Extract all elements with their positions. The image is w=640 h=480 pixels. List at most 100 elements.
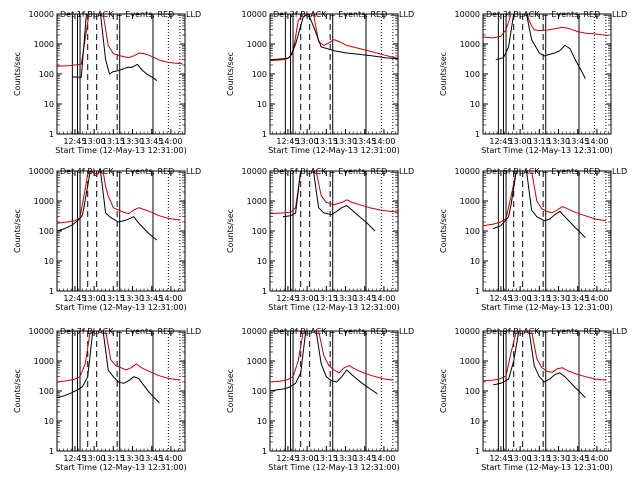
x-tick-label: 13:45 [140, 454, 163, 463]
y-tick-label: 1 [475, 447, 480, 456]
lld-series-line [483, 14, 609, 39]
y-tick-label: 1000 [460, 197, 480, 206]
y-tick-label: 10 [257, 100, 267, 109]
x-tick-label: 13:30 [121, 137, 144, 146]
y-tick-label: 10 [257, 417, 267, 426]
x-tick-label: 13:00 [83, 454, 106, 463]
events-series-line [270, 14, 398, 61]
x-tick-label: 14:00 [372, 137, 395, 146]
y-tick-label: 100 [252, 387, 267, 396]
series-group [57, 331, 180, 404]
x-tick-label: 13:30 [121, 294, 144, 303]
plot-frame [269, 330, 399, 452]
x-tick-label: 14:00 [585, 137, 608, 146]
series-group [270, 14, 398, 62]
x-tick-label: 13:15 [102, 294, 125, 303]
y-tick-label: 1000 [247, 357, 267, 366]
x-axis-label: Start Time (12-May-13 12:31:00) [268, 463, 399, 472]
y-tick-label: 1 [262, 130, 267, 139]
x-tick-label: 13:00 [296, 454, 319, 463]
chart-title: Det 5f BLACK = Events, RED = LLD [273, 167, 414, 176]
x-tick-label: 13:15 [528, 294, 551, 303]
x-tick-label: 13:00 [509, 137, 532, 146]
events-series-line [57, 171, 158, 241]
plot-frame [269, 13, 399, 135]
x-tick-label: 12:45 [63, 454, 86, 463]
chart-title: Det 8f BLACK = Events, RED = LLD [273, 327, 414, 336]
chart-panel: Det 8f BLACK = Events, RED = LLD Counts/s… [226, 327, 414, 472]
chart-title: Det 6f BLACK = Events, RED = LLD [486, 167, 627, 176]
y-tick-label: 10 [470, 417, 480, 426]
chart-title: Det 1f BLACK = Events, RED = LLD [60, 10, 201, 19]
chart-title: Det 9f BLACK = Events, RED = LLD [486, 327, 627, 336]
lld-series-line [57, 14, 183, 67]
events-series-line [495, 14, 586, 79]
x-tick-label: 12:45 [489, 294, 512, 303]
y-tick-label: 1 [49, 287, 54, 296]
lld-series-line [57, 171, 180, 224]
series-group [483, 14, 609, 79]
x-tick-label: 14:00 [159, 294, 182, 303]
x-axis-label: Start Time (12-May-13 12:31:00) [481, 463, 612, 472]
x-tick-label: 12:45 [489, 137, 512, 146]
y-tick-label: 1000 [34, 197, 54, 206]
y-tick-label: 1000 [34, 40, 54, 49]
y-tick-label: 10 [44, 100, 54, 109]
x-tick-label: 13:45 [566, 454, 589, 463]
x-tick-label: 13:30 [547, 137, 570, 146]
y-tick-label: 1 [475, 287, 480, 296]
events-series-line [493, 331, 586, 399]
events-series-line [270, 331, 378, 395]
x-tick-label: 13:00 [83, 294, 106, 303]
chart-panel: Det 4f BLACK = Events, RED = LLD Counts/s… [13, 167, 201, 312]
y-axis-label: Counts/sec [226, 209, 235, 253]
y-tick-label: 1 [49, 447, 54, 456]
series-group [57, 14, 183, 82]
events-series-line [282, 171, 376, 232]
x-tick-label: 13:00 [509, 294, 532, 303]
y-axis-label: Counts/sec [13, 369, 22, 413]
plot-frame [56, 13, 186, 135]
x-tick-label: 14:00 [585, 294, 608, 303]
x-axis-label: Start Time (12-May-13 12:31:00) [481, 303, 612, 312]
y-axis-label: Counts/sec [439, 209, 448, 253]
x-tick-label: 13:30 [334, 454, 357, 463]
plot-frame [482, 13, 612, 135]
x-tick-label: 13:15 [528, 137, 551, 146]
y-tick-label: 1000 [34, 357, 54, 366]
plot-frame [482, 330, 612, 452]
lld-series-line [270, 331, 393, 383]
y-tick-label: 100 [252, 70, 267, 79]
chart-panel: Det 1f BLACK = Events, RED = LLD Counts/s… [13, 10, 201, 155]
x-axis-label: Start Time (12-May-13 12:31:00) [268, 303, 399, 312]
y-tick-label: 10000 [29, 10, 54, 19]
x-tick-label: 14:00 [159, 454, 182, 463]
series-group [483, 331, 606, 399]
chart-panel: Det 9f BLACK = Events, RED = LLD Counts/s… [439, 327, 627, 472]
y-tick-label: 10000 [242, 327, 267, 336]
chart-panel: Det 6f BLACK = Events, RED = LLD Counts/s… [439, 167, 627, 312]
lld-series-line [483, 331, 606, 382]
x-tick-label: 13:45 [140, 137, 163, 146]
chart-panel: Det 5f BLACK = Events, RED = LLD Counts/s… [226, 167, 414, 312]
events-series-line [72, 14, 158, 82]
lld-series-line [270, 14, 398, 62]
lld-series-line [57, 331, 180, 383]
series-group [270, 171, 398, 232]
y-tick-label: 1000 [460, 357, 480, 366]
x-tick-label: 13:30 [334, 137, 357, 146]
y-tick-label: 1 [262, 287, 267, 296]
x-tick-label: 12:45 [276, 454, 299, 463]
y-axis-label: Counts/sec [13, 209, 22, 253]
chart-title: Det 3f BLACK = Events, RED = LLD [486, 10, 627, 19]
plot-frame [56, 170, 186, 292]
y-axis-label: Counts/sec [226, 52, 235, 96]
y-tick-label: 1 [49, 130, 54, 139]
x-tick-label: 12:45 [276, 137, 299, 146]
y-tick-label: 1 [262, 447, 267, 456]
x-tick-label: 13:45 [353, 294, 376, 303]
x-tick-label: 13:00 [83, 137, 106, 146]
x-tick-label: 14:00 [585, 454, 608, 463]
x-tick-label: 14:00 [159, 137, 182, 146]
chart-panel: Det 2f BLACK = Events, RED = LLD Counts/s… [226, 10, 414, 155]
